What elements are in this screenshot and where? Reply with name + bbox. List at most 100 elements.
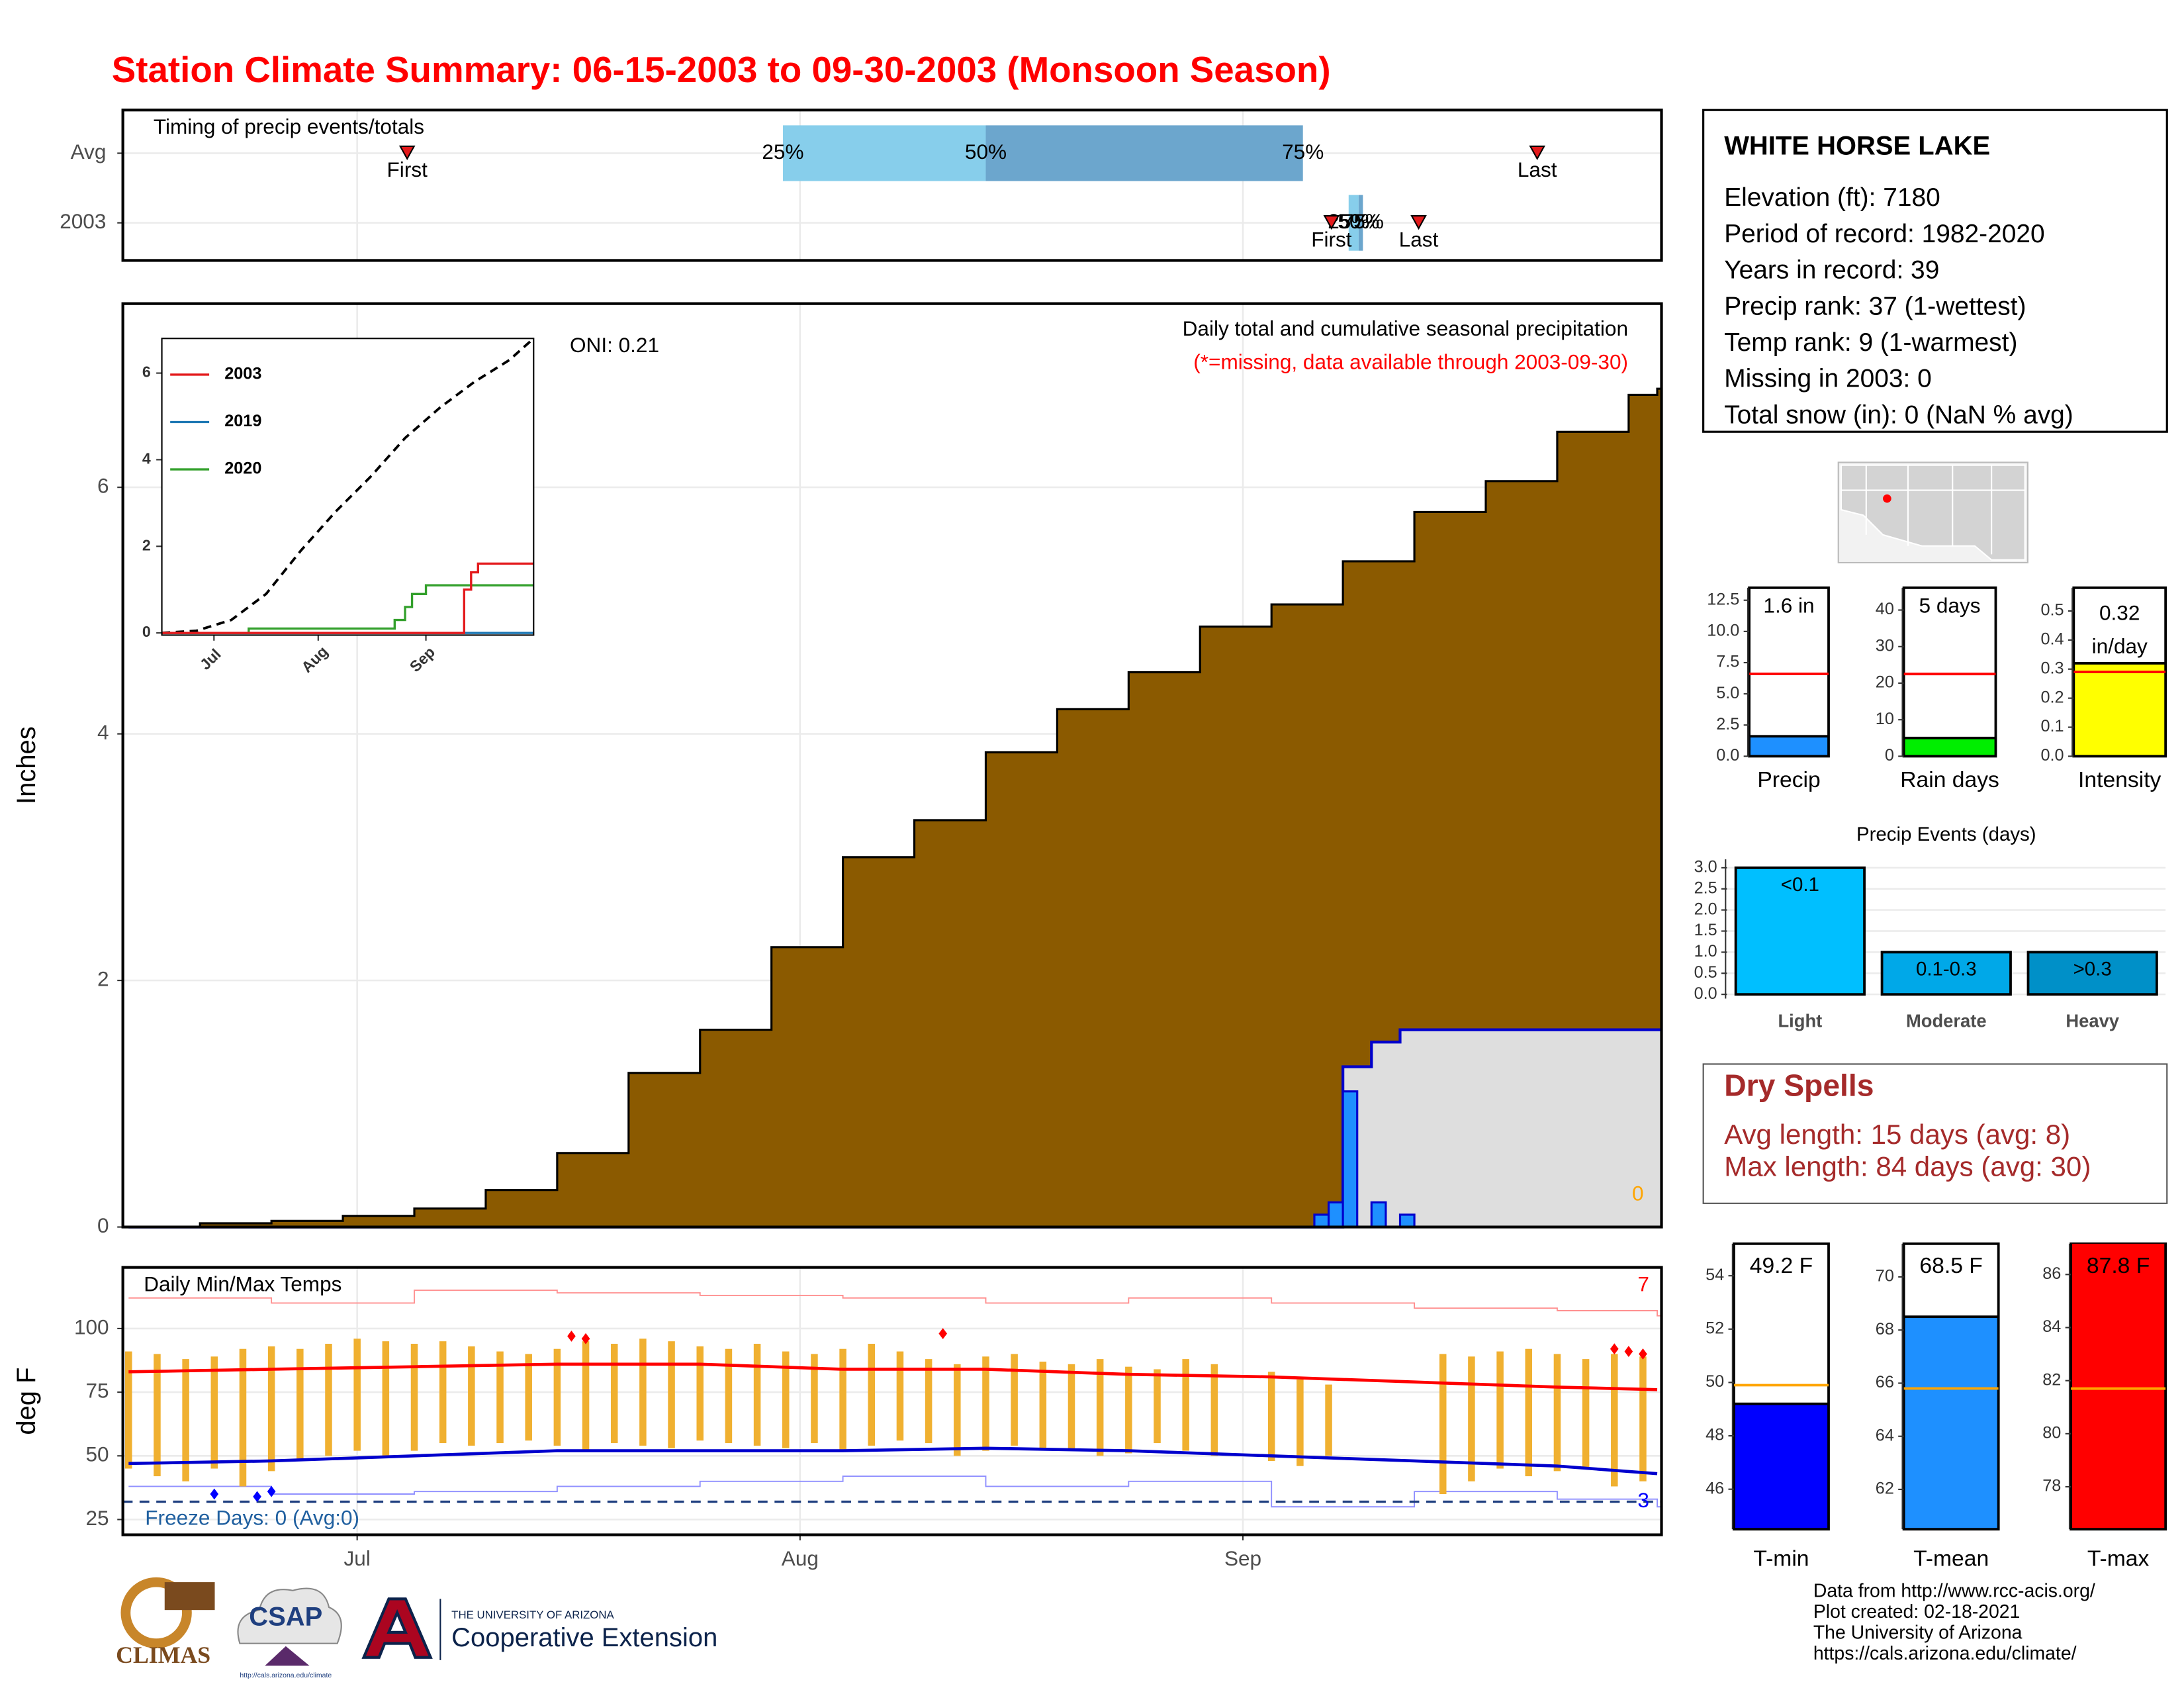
record-marker	[267, 1485, 276, 1497]
station-line: Precip rank: 37 (1-wettest)	[1724, 292, 2026, 320]
temp-range-bar	[267, 1346, 275, 1472]
y-tick-label: 2.5	[1716, 715, 1739, 733]
category-label: T-mean	[1913, 1546, 1989, 1571]
temp-range-bar	[468, 1346, 475, 1446]
temp-range-bar	[811, 1354, 818, 1444]
y-tick-label: 0.3	[2040, 659, 2064, 677]
temp-range-bar	[725, 1348, 733, 1444]
temp-range-bar	[353, 1338, 361, 1451]
logos: CLIMAS CSAP http://cals.arizona.edu/clim…	[116, 1577, 717, 1679]
category-label: T-min	[1753, 1546, 1809, 1571]
extension-logo-text: Cooperative Extension	[451, 1623, 717, 1652]
station-line: Elevation (ft): 7180	[1724, 183, 1940, 212]
value-label-box: 49.2 F	[1749, 1254, 1813, 1279]
arizona-a	[361, 1597, 433, 1659]
credit-line: https://cals.arizona.edu/climate/	[1813, 1643, 2077, 1664]
y-tick-label: 0.5	[2040, 601, 2064, 620]
value-label: 49.2 F	[1749, 1254, 1813, 1279]
x-tick-label: Sep	[1224, 1546, 1261, 1570]
y-tick-label: 64	[1876, 1426, 1894, 1444]
quantile-band	[1348, 195, 1359, 251]
legend-label: 2020	[224, 459, 261, 478]
value-label: 0.32 in/day	[2091, 601, 2148, 659]
row-label: 2003	[60, 209, 106, 233]
dry-spells-title: Dry Spells	[1724, 1068, 1874, 1102]
temp-range-bar	[1068, 1364, 1075, 1451]
temp-range-bar	[1496, 1351, 1504, 1469]
value-label-box: 87.8 F	[2087, 1255, 2150, 1279]
y-tick-label: 2.5	[1694, 878, 1717, 897]
y-tick-label: 7.5	[1716, 653, 1739, 671]
legend-label: 2003	[224, 365, 261, 383]
credit-line: Data from http://www.rcc-acis.org/	[1813, 1580, 2095, 1601]
record-marker	[938, 1328, 948, 1340]
temp-range-bar	[896, 1351, 904, 1441]
bar	[1903, 736, 1996, 757]
y-tick-label: 6	[142, 363, 151, 381]
dry-spells-line: Max length: 84 days (avg: 30)	[1724, 1150, 2091, 1182]
panel-title: Timing of precip events/totals	[154, 115, 424, 138]
temp-range-bar	[925, 1359, 933, 1444]
y-tick-label: 2	[97, 966, 109, 990]
bin-label: 0.1-0.3	[1916, 959, 1977, 980]
y-tick-label: 52	[1706, 1319, 1724, 1337]
temp-range-bar	[1210, 1364, 1218, 1456]
y-tick-label: 0.0	[1694, 984, 1717, 1003]
csap-mountain	[265, 1646, 310, 1666]
daily-bar	[1313, 1213, 1330, 1229]
quantile-band	[1358, 195, 1363, 251]
y-tick-label: 50	[1706, 1372, 1724, 1391]
temp-range-bar	[1582, 1359, 1590, 1469]
y-tick-label: 1.5	[1694, 921, 1717, 939]
temp-range-bar	[839, 1348, 846, 1451]
temp-range-bar	[496, 1351, 504, 1444]
y-tick-label: 66	[1876, 1373, 1894, 1391]
temp-range-bar	[553, 1348, 561, 1446]
average-line	[161, 338, 534, 635]
y-tick-label: 0	[97, 1213, 109, 1237]
record-marker	[1624, 1346, 1633, 1357]
credit-line: The University of Arizona	[1813, 1622, 2023, 1643]
temp-range-bar	[325, 1344, 332, 1456]
bar	[1903, 1315, 1999, 1530]
station-line: Period of record: 1982-2020	[1724, 220, 2045, 248]
temp-range-bar	[1267, 1372, 1275, 1461]
record-low-count: 3	[1637, 1488, 1649, 1512]
value-label: 5 days	[1919, 594, 1981, 619]
panel-title: Daily Min/Max Temps	[144, 1272, 341, 1295]
temp-range-bar	[154, 1354, 161, 1477]
y-tick-label: 54	[1706, 1266, 1724, 1284]
category-label: Precip	[1757, 768, 1820, 792]
temp-range-bar	[1639, 1356, 1647, 1481]
temp-range-bar	[868, 1344, 876, 1446]
csap-logo-text: CSAP	[249, 1602, 322, 1631]
bin-label: >0.3	[2073, 959, 2112, 980]
bin-label: <0.1	[1781, 874, 1819, 896]
event-label: First	[1311, 227, 1352, 251]
quantile-label: 50%	[1338, 209, 1379, 233]
series-line	[161, 562, 534, 634]
y-tick-label: 40	[1876, 600, 1894, 618]
temp-range-bar	[1468, 1356, 1475, 1481]
temp-range-bar	[439, 1341, 447, 1444]
record-marker	[1639, 1348, 1647, 1360]
y-tick-label: 84	[2042, 1317, 2061, 1336]
quantile-band	[782, 125, 986, 181]
y-tick-label: 0.4	[2040, 630, 2064, 649]
y-tick-label: 0.5	[1694, 963, 1717, 982]
temp-range-bar	[1011, 1354, 1018, 1446]
annotation: ONI: 0.21	[570, 333, 659, 357]
dry-spells-line: Avg length: 15 days (avg: 8)	[1724, 1119, 2070, 1150]
legend-label: 2019	[224, 412, 261, 430]
ua-logo-text: THE UNIVERSITY OF ARIZONA	[451, 1609, 614, 1621]
plot-background	[161, 338, 534, 635]
event-marker	[398, 145, 416, 161]
y-tick-label: 30	[1876, 636, 1894, 655]
average-line	[128, 1446, 1658, 1476]
row-label: Avg	[71, 140, 107, 164]
temp-range-bar	[210, 1356, 218, 1469]
record-high-count: 7	[1637, 1272, 1649, 1295]
y-tick-label: 86	[2042, 1264, 2061, 1283]
bar	[1880, 951, 2012, 996]
